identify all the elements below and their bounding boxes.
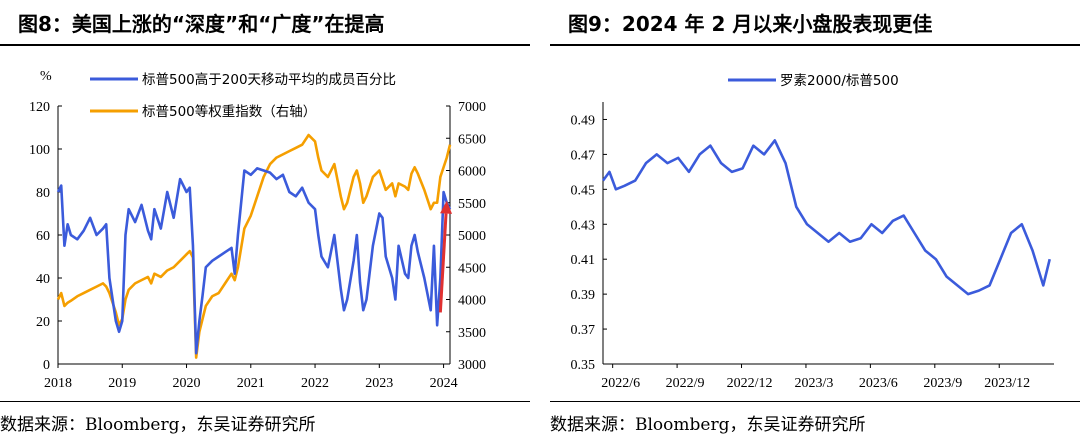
x-tick-label: 2022 [301, 376, 329, 391]
x-tick-label: 2023 [365, 376, 393, 391]
y2-tick-label: 3000 [458, 358, 486, 373]
y-tick-label: 0.47 [571, 148, 596, 163]
y-tick-label: 20 [36, 315, 50, 330]
series-russell2000-sp500-ratio [601, 139, 1051, 296]
y2-tick-label: 7000 [458, 100, 486, 115]
x-tick-label: 2022/12 [727, 376, 773, 391]
y2-tick-label: 4500 [458, 261, 486, 276]
legend: 标普500高于200天移动平均的成员百分比 标普500等权重指数（右轴） [90, 71, 396, 120]
figure-9-panel: 图9：2024 年 2 月以来小盘股表现更佳 罗素2000/标普500 0.35… [550, 0, 1080, 440]
red-arrow-head [440, 200, 453, 214]
x-tick-label: 2023/6 [859, 376, 898, 391]
y-tick-label: 100 [29, 143, 50, 158]
figure-8-source: 数据来源：Bloomberg，东吴证券研究所 [0, 415, 316, 435]
source-rule [550, 401, 1080, 402]
figure-9-chart: 罗素2000/标普500 0.35 0.37 0.39 0.41 0.43 0.45 0.4… [571, 73, 1054, 391]
figure-9-source: 数据来源：Bloomberg，东吴证券研究所 [550, 415, 866, 435]
y-tick-label: 0.43 [571, 218, 596, 233]
legend-label-breadth: 标普500高于200天移动平均的成员百分比 [142, 71, 396, 88]
x-tick-label: 2023/12 [984, 376, 1030, 391]
y-tick-label: 0.35 [571, 358, 596, 373]
x-tick-label: 2020 [173, 376, 201, 391]
y-tick-label: 0.37 [571, 323, 596, 338]
y-unit-label: % [40, 69, 52, 84]
y2-tick-label: 6500 [458, 132, 486, 147]
x-tick-label: 2022/6 [601, 376, 640, 391]
x-tick-label: 2021 [237, 376, 265, 391]
red-arrow-shaft [438, 213, 448, 313]
figure-8-title: 图8：美国上涨的“深度”和“广度”在提高 [18, 12, 385, 36]
y2-tick-label: 5000 [458, 229, 486, 244]
y-tick-label: 120 [29, 100, 50, 115]
figure-9-title: 图9：2024 年 2 月以来小盘股表现更佳 [568, 12, 933, 36]
y2-tick-label: 3500 [458, 326, 486, 341]
y-tick-label: 60 [36, 229, 50, 244]
x-tick-label: 2023/9 [923, 376, 962, 391]
series-above-200dma-pct [56, 167, 452, 355]
y2-tick-label: 4000 [458, 294, 486, 309]
y2-tick-label: 6000 [458, 165, 486, 180]
y-tick-label: 0 [43, 358, 50, 373]
y-tick-label: 40 [36, 272, 50, 287]
x-tick-label: 2022/9 [666, 376, 705, 391]
y-tick-label: 0.39 [571, 288, 596, 303]
legend-label-equal-weight: 标普500等权重指数（右轴） [142, 103, 316, 120]
x-tick-label: 2023/3 [795, 376, 834, 391]
y-tick-label: 80 [36, 186, 50, 201]
source-rule [0, 401, 530, 402]
figure-8-chart: % 标普500高于200天移动平均的成员百分比 标普500等权重指数（右轴） 0… [29, 69, 486, 391]
legend-label-ratio: 罗素2000/标普500 [780, 73, 899, 89]
legend: 罗素2000/标普500 [728, 73, 899, 89]
y-tick-label: 0.49 [571, 113, 596, 128]
figure-8-panel: 图8：美国上涨的“深度”和“广度”在提高 % 标普500高于200天移动平均的成… [0, 0, 530, 440]
title-rule [0, 44, 530, 46]
title-rule [550, 44, 1080, 46]
x-tick-label: 2018 [44, 376, 72, 391]
x-tick-label: 2019 [108, 376, 136, 391]
y-tick-label: 0.45 [571, 183, 596, 198]
y-tick-label: 0.41 [571, 253, 596, 268]
x-tick-label: 2024 [430, 376, 458, 391]
y2-tick-label: 5500 [458, 197, 486, 212]
